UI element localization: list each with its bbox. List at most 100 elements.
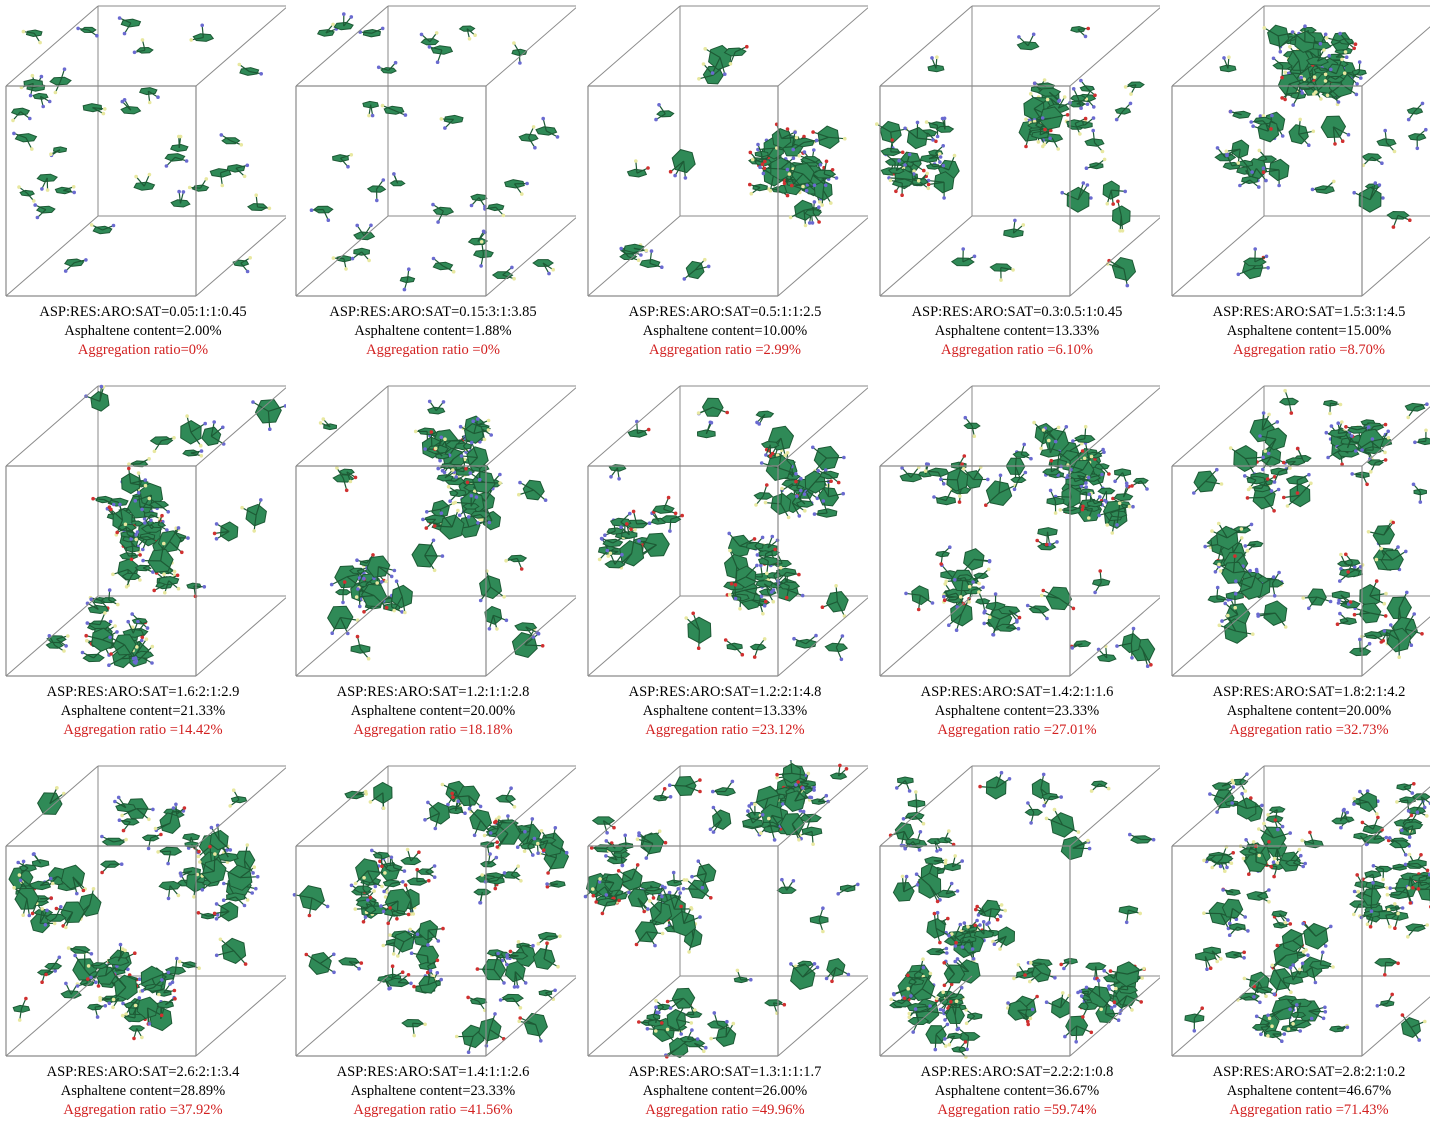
atom	[781, 802, 785, 806]
atom	[512, 277, 516, 281]
atom	[1215, 468, 1219, 472]
atom	[390, 856, 394, 860]
atom	[144, 484, 148, 488]
atom	[763, 637, 767, 641]
atom	[466, 481, 470, 485]
atom	[633, 528, 637, 532]
atom	[523, 849, 527, 853]
atom	[1424, 429, 1428, 433]
atom	[392, 172, 396, 176]
atom	[1015, 619, 1019, 623]
atom	[1234, 579, 1238, 583]
atom	[322, 417, 326, 421]
atom	[483, 438, 487, 442]
atom	[764, 600, 768, 604]
atom	[240, 506, 244, 510]
molecules	[293, 781, 569, 1054]
atom	[760, 461, 764, 465]
atom	[750, 192, 754, 196]
atom	[1365, 483, 1369, 487]
atom	[1319, 42, 1323, 46]
atom	[343, 580, 347, 584]
box-edge	[588, 216, 680, 296]
atom	[464, 467, 468, 471]
atom	[939, 562, 943, 566]
atom	[140, 1036, 144, 1040]
atom	[350, 15, 354, 19]
atom	[1419, 500, 1423, 504]
atom	[503, 871, 507, 875]
atom	[1359, 76, 1363, 80]
atom	[152, 589, 156, 593]
atom	[1086, 183, 1090, 187]
atom	[843, 137, 847, 141]
atom	[749, 978, 753, 982]
atom	[619, 525, 623, 529]
atom	[1029, 92, 1033, 96]
atom	[246, 270, 250, 274]
atom	[456, 509, 460, 513]
atom	[356, 635, 360, 639]
atom	[213, 852, 217, 856]
atom	[123, 32, 127, 36]
atom	[541, 117, 545, 121]
atom	[958, 500, 962, 504]
atom	[707, 265, 711, 269]
atom	[973, 254, 977, 258]
atom	[185, 414, 189, 418]
atom	[259, 498, 263, 502]
atom	[55, 907, 59, 911]
atom	[731, 780, 735, 784]
atom	[33, 203, 37, 207]
atom	[369, 800, 373, 804]
atom	[381, 104, 385, 108]
atom	[1338, 612, 1342, 616]
atom	[412, 985, 416, 989]
atom	[764, 501, 768, 505]
atom	[100, 385, 104, 389]
atom	[1267, 452, 1271, 456]
side-chain	[1282, 66, 1283, 78]
atom	[941, 117, 945, 121]
atom	[21, 913, 25, 917]
box-edge	[6, 216, 98, 296]
atom	[32, 852, 36, 856]
atom	[243, 175, 247, 179]
atom	[1375, 558, 1379, 562]
atom	[690, 1021, 694, 1025]
atom	[494, 887, 498, 891]
atom	[40, 907, 44, 911]
atom	[441, 927, 445, 931]
atom	[942, 164, 946, 168]
atom	[179, 874, 183, 878]
atom	[111, 1006, 115, 1010]
atom	[392, 952, 396, 956]
atom	[141, 548, 145, 552]
atom	[959, 595, 963, 599]
asphaltene-molecule	[233, 260, 248, 266]
atom	[246, 164, 250, 168]
atom	[436, 220, 440, 224]
atom	[89, 976, 93, 980]
atom	[816, 469, 820, 473]
atom	[797, 573, 801, 577]
atom	[709, 896, 713, 900]
atom	[1060, 191, 1064, 195]
atom	[987, 568, 991, 572]
atom	[811, 446, 815, 450]
atom	[1043, 128, 1047, 132]
atom	[925, 462, 929, 466]
atom	[138, 553, 142, 557]
aggregation-ratio: Aggregation ratio =32.73%	[1166, 721, 1430, 740]
atom	[148, 101, 152, 105]
atom	[812, 148, 816, 152]
atom	[355, 224, 359, 228]
atom	[203, 422, 207, 426]
atom	[1367, 530, 1371, 534]
atom	[148, 497, 152, 501]
atom	[1322, 48, 1326, 52]
